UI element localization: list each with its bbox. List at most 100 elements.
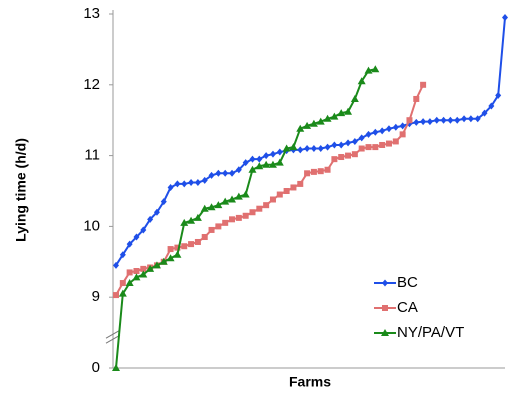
marker [304,170,311,177]
marker [474,115,481,123]
marker [372,144,379,151]
marker [420,81,427,88]
marker [371,65,380,73]
marker [330,112,339,120]
marker [119,280,126,287]
marker [399,131,406,138]
marker [166,254,175,262]
marker [174,180,181,188]
marker [317,145,324,153]
series-line [115,84,425,296]
legend-label: BC [397,274,418,291]
marker [242,159,249,167]
y-tick-label: 0 [92,359,100,376]
marker [344,107,353,115]
marker [242,212,249,219]
marker [234,192,243,200]
marker [146,264,155,272]
marker [357,77,366,85]
marker [351,137,358,145]
marker [447,116,454,124]
marker [255,162,264,170]
marker [200,204,209,212]
marker [317,168,324,175]
marker [296,124,305,132]
marker [208,226,215,233]
y-tick-label: 10 [83,217,100,234]
legend-label: CA [397,299,418,316]
marker [420,118,427,126]
marker [324,143,331,151]
marker [310,168,317,175]
marker [222,219,229,226]
marker [153,208,160,216]
marker [201,176,208,184]
y-tick-label: 11 [84,147,100,164]
marker [297,180,304,187]
marker [263,152,270,160]
marker [392,138,399,145]
marker [249,209,256,216]
marker [113,261,119,269]
marker [338,141,345,149]
axis-break [105,334,121,344]
marker [345,139,352,147]
marker [147,215,154,223]
marker [345,152,352,159]
marker [358,134,365,142]
marker [283,188,290,194]
marker [241,190,250,198]
marker [309,119,318,127]
marker [269,150,276,158]
legend-label: NY/PA/VT [397,324,464,341]
marker [188,241,195,248]
marker [331,156,338,163]
marker [194,179,201,187]
marker [228,195,237,203]
y-tick-label: 13 [83,5,100,22]
marker [222,169,229,177]
marker [235,166,242,174]
marker [433,116,440,124]
marker [181,243,188,250]
marker [159,257,168,265]
marker [372,128,379,136]
marker [174,244,181,251]
marker [140,226,147,234]
marker [276,191,283,198]
marker [275,158,284,166]
marker [413,118,420,126]
marker [256,205,263,212]
marker [385,140,392,147]
marker [488,102,495,110]
marker [126,269,133,276]
marker [276,148,283,156]
marker [207,203,216,211]
marker [201,234,208,241]
marker [481,109,488,117]
marker [379,127,386,135]
marker [324,166,331,173]
marker [350,94,359,102]
marker [133,268,140,275]
marker [194,238,201,245]
x-axis-title: Farms [289,374,331,390]
marker [235,214,242,221]
marker [331,141,338,149]
y-tick-label: 9 [92,288,100,305]
marker [399,122,406,130]
marker [382,279,388,287]
marker [385,125,392,133]
marker [140,265,147,272]
marker [337,109,346,117]
marker [180,218,189,226]
marker [381,329,389,336]
marker [310,145,317,153]
marker [365,130,372,138]
marker [167,183,174,191]
marker [133,233,140,241]
marker [392,123,399,131]
marker [139,270,148,278]
marker [413,95,420,102]
